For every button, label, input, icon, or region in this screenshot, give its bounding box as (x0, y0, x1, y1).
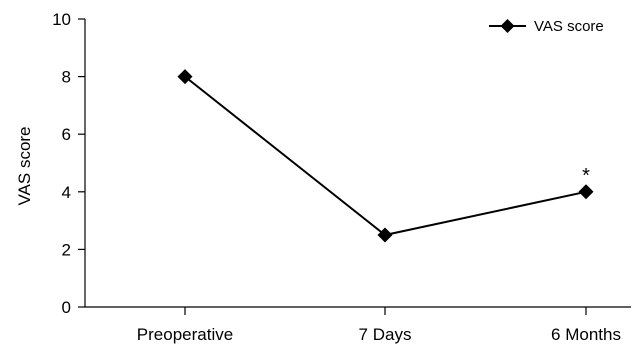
legend: VAS score (489, 18, 604, 35)
series-layer (177, 69, 594, 243)
y-axis-label: VAS score (15, 126, 34, 205)
y-tick-label: 6 (62, 125, 71, 144)
y-tick-label: 4 (62, 183, 71, 202)
x-tick-label: 6 Months (551, 325, 621, 344)
significance-marker: * (582, 165, 590, 187)
y-tick-label: 2 (62, 240, 71, 259)
y-tick-label: 8 (62, 68, 71, 87)
y-tick-label: 0 (62, 298, 71, 317)
x-axis-ticks: Preoperative 7 Days 6 Months (137, 307, 621, 344)
y-tick-label: 10 (52, 10, 71, 29)
x-tick-label: 7 Days (359, 325, 412, 344)
legend-label: VAS score (534, 18, 604, 35)
series-line (184, 75, 587, 237)
x-tick-label: Preoperative (137, 325, 233, 344)
data-point-diamond (578, 184, 594, 200)
data-point-diamond (377, 227, 393, 243)
legend-diamond-marker (500, 19, 515, 33)
y-axis-ticks: 0 2 4 6 8 10 (52, 10, 85, 317)
axes (84, 19, 631, 308)
annotation-layer: * (582, 165, 590, 187)
data-point-diamond (177, 69, 193, 85)
